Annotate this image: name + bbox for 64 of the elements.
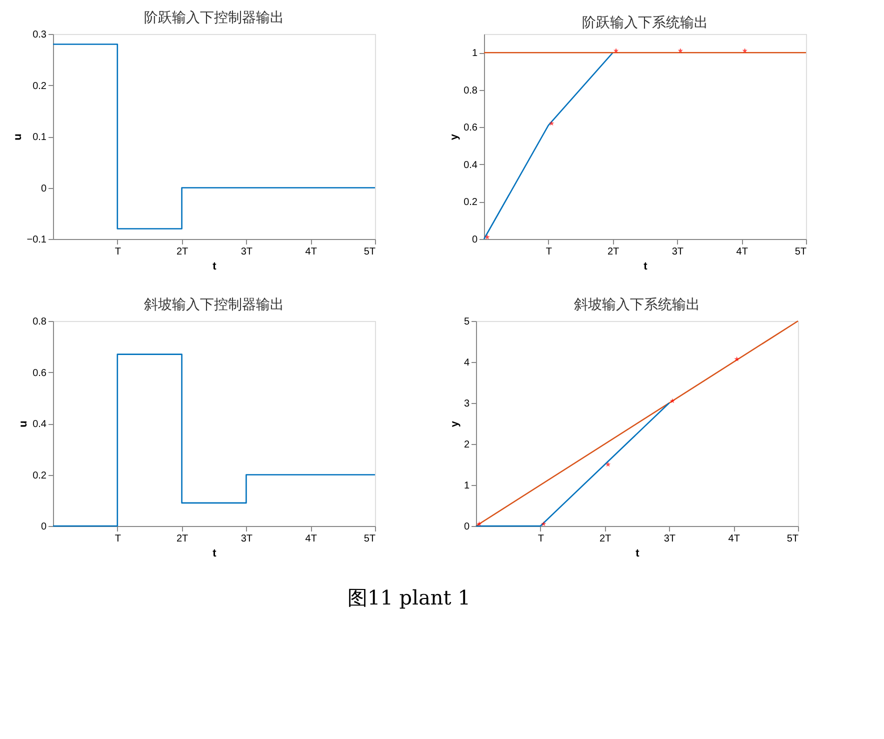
y-tick-label: 0.1 [32, 132, 47, 143]
chart-title: 阶跃输入下控制器输出 [144, 10, 284, 26]
chart-title: 阶跃输入下系统输出 [582, 15, 708, 31]
point [678, 48, 684, 53]
x-tick-label: 2T [599, 534, 612, 544]
point [476, 521, 482, 526]
point [670, 398, 676, 404]
x-tick-label: 4T [305, 246, 317, 258]
x-tick-label: 4T [305, 534, 317, 544]
y-tick-label: 4 [464, 358, 470, 368]
y-tick-label: 0 [40, 522, 47, 532]
y-tick-label: 0.4 [32, 419, 47, 430]
y-tick-label: 0.6 [32, 368, 47, 379]
x-tick-label: T [114, 246, 121, 258]
x-tick-label: 3T [240, 534, 253, 544]
point [541, 521, 546, 526]
point [742, 48, 748, 53]
y-tick-label: 0.8 [464, 85, 478, 96]
x-tick-label: 2T [176, 246, 188, 258]
y-tick-label: 1 [472, 48, 478, 60]
y-axis-title: u [18, 420, 30, 428]
y-tick-label: 0 [472, 234, 478, 246]
x-tick-label: T [114, 534, 121, 544]
x-tick-label: 3T [664, 534, 676, 544]
y-tick-label: 5 [464, 316, 470, 328]
y-axis-title: y [448, 133, 461, 140]
point [734, 356, 740, 362]
x-tick-label: 4T [736, 246, 748, 258]
y-tick-label: 1 [464, 480, 470, 492]
y-tick-label: 0 [40, 183, 47, 194]
point [484, 234, 490, 240]
x-axis-title: t [212, 260, 217, 272]
x-tick-label: 2T [176, 534, 188, 544]
caption: 图11 plant 1 [347, 586, 470, 610]
x-tick-label: 5T [364, 246, 376, 258]
y-axis-title: u [12, 134, 24, 140]
y-tick-label: 0.3 [32, 30, 47, 40]
y-tick-label: 0.2 [32, 470, 47, 482]
x-tick-label: 5T [786, 534, 798, 544]
y-tick-label: 2 [464, 440, 470, 450]
y-tick-label: 0.2 [464, 197, 478, 208]
x-tick-label: 3T [240, 246, 253, 258]
y-tick-label: 0.2 [32, 80, 47, 92]
y-tick-label: 0 [464, 522, 470, 532]
y-tick-label: −0.1 [26, 234, 47, 246]
x-axis-title: t [212, 548, 217, 560]
x-tick-label: 5T [364, 534, 376, 544]
y-tick-label: 3 [464, 398, 470, 410]
y-tick-label: 0.4 [464, 160, 478, 171]
point [549, 120, 554, 126]
x-axis-title: t [636, 548, 640, 560]
x-tick-label: T [546, 246, 552, 258]
x-tick-label: 4T [728, 534, 740, 544]
y-tick-label: 0.6 [464, 122, 478, 134]
x-axis-title: t [644, 260, 648, 272]
x-tick-label: T [538, 534, 544, 544]
chart-title: 斜坡输入下控制器输出 [144, 297, 284, 313]
x-tick-label: 3T [672, 246, 684, 258]
y-tick-label: 0.8 [32, 316, 47, 328]
y-axis-title: y [448, 420, 461, 428]
chart-title: 斜坡输入下系统输出 [574, 297, 700, 313]
x-tick-label: 5T [794, 246, 806, 258]
point [605, 462, 611, 467]
x-tick-label: 2T [607, 246, 620, 258]
